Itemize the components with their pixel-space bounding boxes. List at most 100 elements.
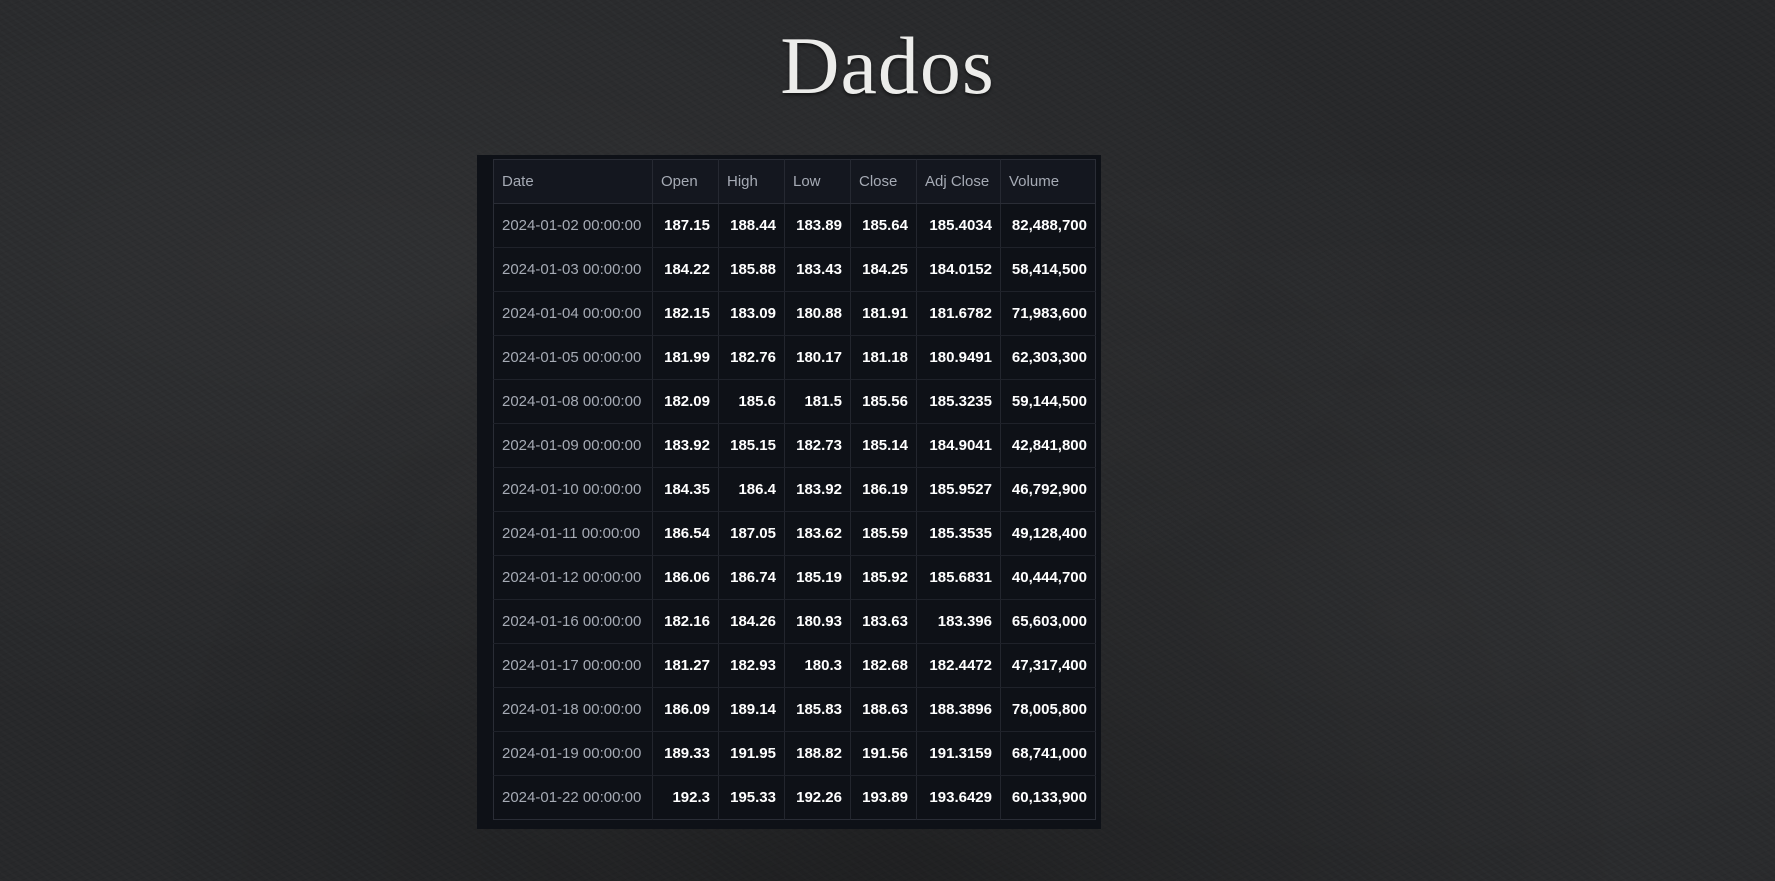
cell-open[interactable]: 187.15: [652, 203, 719, 248]
table-row[interactable]: 2024-01-22 00:00:00 192.3 195.33 192.26 193.…: [493, 775, 1096, 820]
table-row[interactable]: 2024-01-19 00:00:00 189.33 191.95 188.82 191…: [493, 731, 1096, 776]
cell-high[interactable]: 195.33: [718, 775, 785, 820]
cell-high[interactable]: 183.09: [718, 291, 785, 336]
cell-low[interactable]: 180.3: [784, 643, 851, 688]
cell-date[interactable]: 2024-01-11 00:00:00: [493, 511, 653, 556]
cell-close[interactable]: 191.56: [850, 731, 917, 776]
cell-adj-close[interactable]: 183.396: [916, 599, 1001, 644]
cell-close[interactable]: 188.63: [850, 687, 917, 732]
cell-open[interactable]: 182.16: [652, 599, 719, 644]
cell-date[interactable]: 2024-01-03 00:00:00: [493, 247, 653, 292]
cell-date[interactable]: 2024-01-08 00:00:00: [493, 379, 653, 424]
cell-open[interactable]: 182.09: [652, 379, 719, 424]
cell-adj-close[interactable]: 184.9041: [916, 423, 1001, 468]
cell-low[interactable]: 183.43: [784, 247, 851, 292]
cell-volume[interactable]: 68,741,000: [1000, 731, 1096, 776]
cell-adj-close[interactable]: 191.3159: [916, 731, 1001, 776]
cell-date[interactable]: 2024-01-12 00:00:00: [493, 555, 653, 600]
cell-open[interactable]: 184.22: [652, 247, 719, 292]
cell-adj-close[interactable]: 185.3535: [916, 511, 1001, 556]
cell-close[interactable]: 182.68: [850, 643, 917, 688]
table-row[interactable]: 2024-01-09 00:00:00 183.92 185.15 182.73 185…: [493, 423, 1096, 468]
cell-date[interactable]: 2024-01-10 00:00:00: [493, 467, 653, 512]
cell-close[interactable]: 185.59: [850, 511, 917, 556]
cell-adj-close[interactable]: 188.3896: [916, 687, 1001, 732]
cell-high[interactable]: 185.6: [718, 379, 785, 424]
cell-open[interactable]: 182.15: [652, 291, 719, 336]
table-row[interactable]: 2024-01-03 00:00:00 184.22 185.88 183.43 184…: [493, 247, 1096, 292]
table-row[interactable]: 2024-01-16 00:00:00 182.16 184.26 180.93 183…: [493, 599, 1096, 644]
cell-low[interactable]: 192.26: [784, 775, 851, 820]
cell-adj-close[interactable]: 185.3235: [916, 379, 1001, 424]
cell-adj-close[interactable]: 185.9527: [916, 467, 1001, 512]
table-row[interactable]: 2024-01-12 00:00:00 186.06 186.74 185.19 185…: [493, 555, 1096, 600]
cell-low[interactable]: 188.82: [784, 731, 851, 776]
cell-close[interactable]: 193.89: [850, 775, 917, 820]
cell-high[interactable]: 188.44: [718, 203, 785, 248]
cell-close[interactable]: 181.91: [850, 291, 917, 336]
cell-close[interactable]: 184.25: [850, 247, 917, 292]
cell-low[interactable]: 183.62: [784, 511, 851, 556]
cell-high[interactable]: 191.95: [718, 731, 785, 776]
cell-low[interactable]: 180.88: [784, 291, 851, 336]
table-row[interactable]: 2024-01-04 00:00:00 182.15 183.09 180.88 181…: [493, 291, 1096, 336]
dataframe-table[interactable]: Date Open High Low Close Adj Close Volum…: [493, 159, 1096, 820]
cell-date[interactable]: 2024-01-18 00:00:00: [493, 687, 653, 732]
cell-low[interactable]: 183.89: [784, 203, 851, 248]
cell-date[interactable]: 2024-01-16 00:00:00: [493, 599, 653, 644]
cell-open[interactable]: 183.92: [652, 423, 719, 468]
cell-volume[interactable]: 42,841,800: [1000, 423, 1096, 468]
cell-high[interactable]: 184.26: [718, 599, 785, 644]
cell-close[interactable]: 183.63: [850, 599, 917, 644]
cell-high[interactable]: 185.88: [718, 247, 785, 292]
cell-close[interactable]: 185.14: [850, 423, 917, 468]
cell-volume[interactable]: 59,144,500: [1000, 379, 1096, 424]
column-header-adj-close[interactable]: Adj Close: [916, 159, 1001, 204]
column-header-high[interactable]: High: [718, 159, 785, 204]
cell-low[interactable]: 181.5: [784, 379, 851, 424]
cell-high[interactable]: 186.74: [718, 555, 785, 600]
cell-high[interactable]: 189.14: [718, 687, 785, 732]
column-header-close[interactable]: Close: [850, 159, 917, 204]
cell-volume[interactable]: 49,128,400: [1000, 511, 1096, 556]
cell-open[interactable]: 184.35: [652, 467, 719, 512]
cell-low[interactable]: 185.19: [784, 555, 851, 600]
table-row[interactable]: 2024-01-11 00:00:00 186.54 187.05 183.62 185…: [493, 511, 1096, 556]
cell-volume[interactable]: 65,603,000: [1000, 599, 1096, 644]
cell-low[interactable]: 185.83: [784, 687, 851, 732]
column-header-volume[interactable]: Volume: [1000, 159, 1096, 204]
cell-date[interactable]: 2024-01-22 00:00:00: [493, 775, 653, 820]
cell-volume[interactable]: 62,303,300: [1000, 335, 1096, 380]
cell-high[interactable]: 182.93: [718, 643, 785, 688]
column-header-date[interactable]: Date: [493, 159, 653, 204]
cell-low[interactable]: 180.17: [784, 335, 851, 380]
table-row[interactable]: 2024-01-08 00:00:00 182.09 185.6 181.5 185.5…: [493, 379, 1096, 424]
table-row[interactable]: 2024-01-18 00:00:00 186.09 189.14 185.83 188…: [493, 687, 1096, 732]
cell-open[interactable]: 186.54: [652, 511, 719, 556]
cell-close[interactable]: 185.64: [850, 203, 917, 248]
cell-volume[interactable]: 60,133,900: [1011, 789, 1087, 806]
cell-close[interactable]: 185.92: [850, 555, 917, 600]
table-row[interactable]: 2024-01-05 00:00:00 181.99 182.76 180.17 181…: [493, 335, 1096, 380]
cell-adj-close[interactable]: 184.0152: [916, 247, 1001, 292]
cell-date[interactable]: 2024-01-05 00:00:00: [493, 335, 653, 380]
cell-high[interactable]: 187.05: [718, 511, 785, 556]
cell-close[interactable]: 185.56: [850, 379, 917, 424]
cell-open[interactable]: 181.27: [652, 643, 719, 688]
cell-low[interactable]: 182.73: [784, 423, 851, 468]
cell-volume[interactable]: 58,414,500: [1000, 247, 1096, 292]
cell-volume[interactable]: 71,983,600: [1000, 291, 1096, 336]
cell-volume[interactable]: 40,444,700: [1000, 555, 1096, 600]
table-row[interactable]: 2024-01-02 00:00:00 187.15 188.44 183.89 185…: [493, 203, 1096, 248]
cell-volume[interactable]: 82,488,700: [1000, 203, 1096, 248]
cell-open[interactable]: 192.3: [652, 775, 719, 820]
cell-high[interactable]: 182.76: [718, 335, 785, 380]
cell-high[interactable]: 186.4: [718, 467, 785, 512]
cell-close[interactable]: 186.19: [850, 467, 917, 512]
cell-open[interactable]: 189.33: [652, 731, 719, 776]
cell-open[interactable]: 181.99: [652, 335, 719, 380]
cell-high[interactable]: 185.15: [718, 423, 785, 468]
cell-date[interactable]: 2024-01-04 00:00:00: [493, 291, 653, 336]
cell-adj-close[interactable]: 193.6429: [916, 775, 1001, 820]
column-header-low[interactable]: Low: [784, 159, 851, 204]
